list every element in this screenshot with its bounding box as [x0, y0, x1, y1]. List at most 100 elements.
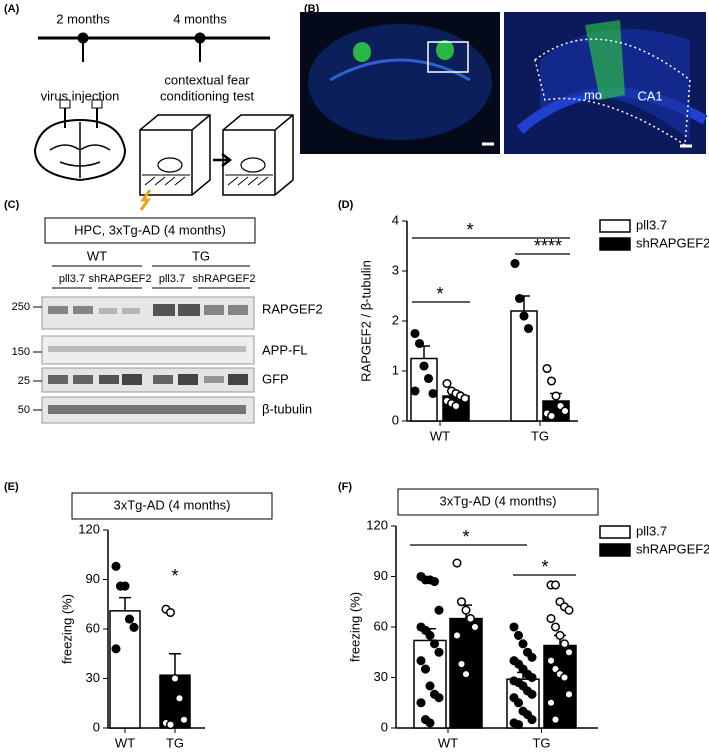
data-point [423, 373, 434, 384]
significance-label: **** [534, 236, 562, 256]
data-point [416, 698, 426, 708]
group-label: TG [192, 248, 210, 263]
y-tick-label: 3 [392, 262, 399, 277]
legend-swatch [599, 543, 631, 557]
panel-a [33, 32, 294, 211]
y-axis-label: freezing (%) [347, 592, 362, 662]
chart-title: 3xTg-AD (4 months) [113, 497, 230, 512]
data-point [165, 720, 176, 730]
significance-label: * [466, 220, 473, 240]
data-point [527, 652, 537, 662]
data-point [555, 630, 565, 640]
y-tick-label: 0 [392, 412, 399, 427]
data-point [465, 614, 476, 624]
data-point [513, 720, 524, 730]
data-point [434, 647, 444, 657]
y-tick-label: 60 [374, 618, 388, 633]
data-point [129, 622, 139, 632]
y-tick-label: 4 [392, 212, 399, 227]
condition-label: pll3.7 [59, 273, 85, 285]
data-point [434, 605, 444, 615]
data-point [452, 558, 462, 568]
data-point [460, 393, 470, 404]
step-label: conditioning test [160, 88, 254, 103]
region-label: CA1 [637, 88, 662, 103]
marker-label: 150 [12, 346, 30, 358]
panel-letter: (F) [338, 481, 352, 493]
x-tick-label: TG [531, 428, 549, 443]
data-point [442, 378, 452, 389]
data-point [420, 664, 431, 674]
data-point [510, 258, 520, 269]
data-point [551, 391, 561, 401]
data-point [559, 672, 570, 683]
y-tick-label: 90 [374, 568, 388, 583]
blot-title: HPC, 3xTg-AD (4 months) [74, 222, 226, 237]
protein-label: APP-FL [262, 342, 308, 357]
x-tick-label: WT [438, 735, 458, 750]
data-point [546, 411, 557, 421]
y-tick-label: 30 [86, 670, 100, 685]
data-point [470, 622, 480, 632]
y-tick-label: 0 [93, 719, 100, 734]
y-tick-label: 0 [381, 719, 388, 734]
bar [510, 310, 538, 422]
data-point [559, 639, 570, 649]
chart-title: 3xTg-AD (4 months) [439, 493, 556, 508]
data-point [546, 698, 556, 708]
data-point [410, 386, 420, 396]
protein-label: β-tubulin [262, 401, 312, 416]
y-tick-label: 1 [392, 362, 399, 377]
title-box [71, 492, 273, 520]
data-point [165, 607, 176, 618]
step-label: virus injection [41, 88, 120, 103]
legend-swatch [599, 219, 631, 233]
panel-b [300, 12, 708, 154]
condition-label: pll3.7 [159, 273, 185, 285]
data-point [527, 689, 537, 699]
data-point [564, 647, 574, 657]
y-tick-label: 120 [78, 521, 100, 536]
data-point [451, 401, 461, 411]
data-point [542, 363, 552, 374]
data-point [550, 580, 561, 590]
data-point [434, 693, 444, 703]
y-tick-label: 120 [366, 517, 388, 532]
data-point [174, 693, 185, 703]
data-point [428, 388, 438, 399]
data-point [546, 376, 557, 386]
legend-label: pll3.7 [636, 523, 667, 538]
data-point [111, 644, 121, 654]
timeline-label: 4 months [173, 11, 227, 26]
data-point [429, 639, 440, 649]
data-point [414, 338, 425, 349]
data-point [419, 361, 429, 371]
significance-label: * [462, 527, 469, 547]
data-point [410, 328, 420, 339]
data-point [509, 622, 519, 632]
data-point [514, 293, 525, 304]
title-box [397, 488, 599, 516]
marker-label: 50 [18, 404, 30, 416]
legend-swatch [599, 525, 631, 539]
y-axis-label: RAPGEF2 / β-tubulin [358, 260, 373, 382]
region-label: mo [584, 87, 602, 102]
data-point [452, 630, 462, 640]
group-label: WT [87, 248, 107, 263]
data-point [560, 406, 570, 416]
marker-label: 250 [12, 301, 30, 313]
significance-label: * [541, 557, 548, 577]
data-point [513, 630, 524, 640]
data-point [527, 672, 537, 683]
y-tick-label: 2 [392, 312, 399, 327]
data-point [416, 656, 426, 666]
data-point [461, 605, 471, 615]
data-point [527, 715, 537, 725]
panel-letter: (D) [338, 199, 354, 211]
panel-letter: (B) [304, 3, 320, 15]
y-tick-label: 60 [86, 620, 100, 635]
data-point [461, 669, 471, 679]
data-point [425, 681, 435, 691]
